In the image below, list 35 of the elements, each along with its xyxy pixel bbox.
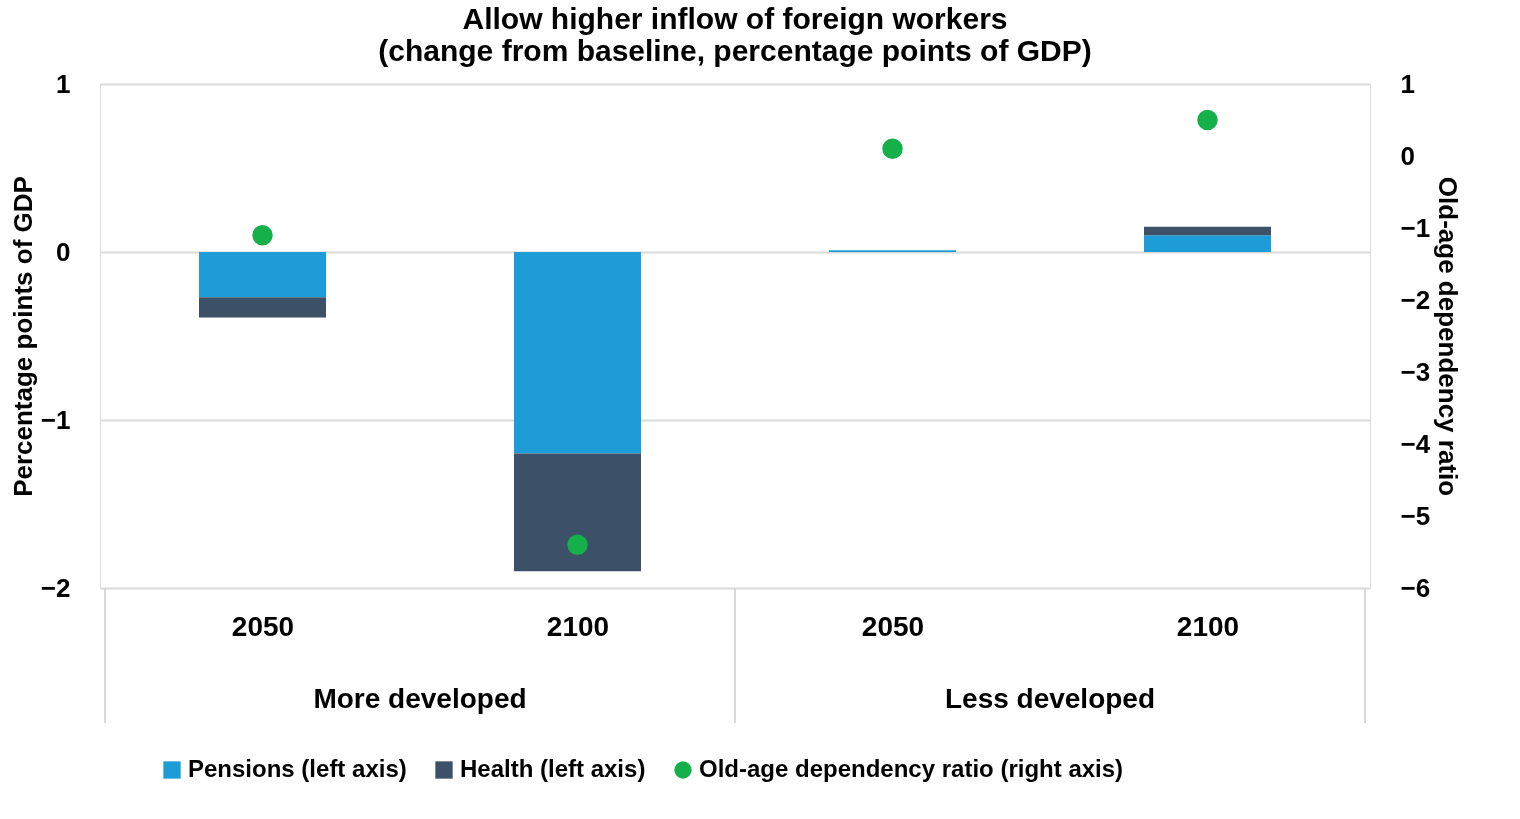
y2-tick-label: 0 [1400,140,1415,171]
x-tick-label: 2050 [861,610,925,642]
legend-label: Pensions (left axis) [188,755,407,782]
y-tick-label: −2 [40,572,71,603]
y-tick-label: 0 [56,236,71,267]
y-tick-label: −1 [40,404,71,435]
x-tick-label: 2100 [1176,610,1240,642]
point [567,534,588,556]
bar [514,252,641,454]
y-axis-title: Percentage points of GDP [7,176,38,497]
text: Less developed [944,683,1156,714]
text: Allow higher inflow of foreign workers [462,2,1008,35]
bar [1144,235,1271,252]
y2-tick-label: −1 [1400,212,1431,243]
legend-label: Old-age dependency ratio (right axis) [699,755,1124,782]
text: More developed [313,683,527,714]
y2-axis-title: Old-age dependency ratio [1433,176,1464,497]
x-tick-label: 2050 [231,610,295,642]
bar [1144,226,1271,236]
y2-tick-label: −5 [1400,500,1431,531]
legend-label: Health (left axis) [460,755,646,782]
x-tick-label: 2100 [546,610,610,642]
point [1197,109,1218,131]
y2-tick-label: −3 [1400,356,1431,387]
point [252,224,273,246]
y2-tick-label: 1 [1400,68,1415,99]
y2-tick-label: −6 [1400,572,1431,603]
bar [199,297,326,318]
text: (change from baseline, percentage points of GDP) [378,34,1092,67]
y2-tick-label: −2 [1400,284,1431,315]
point [882,138,903,160]
y2-tick-label: −4 [1400,428,1431,459]
bar [199,252,326,298]
bar [514,453,641,572]
y-tick-label: 1 [56,68,71,99]
